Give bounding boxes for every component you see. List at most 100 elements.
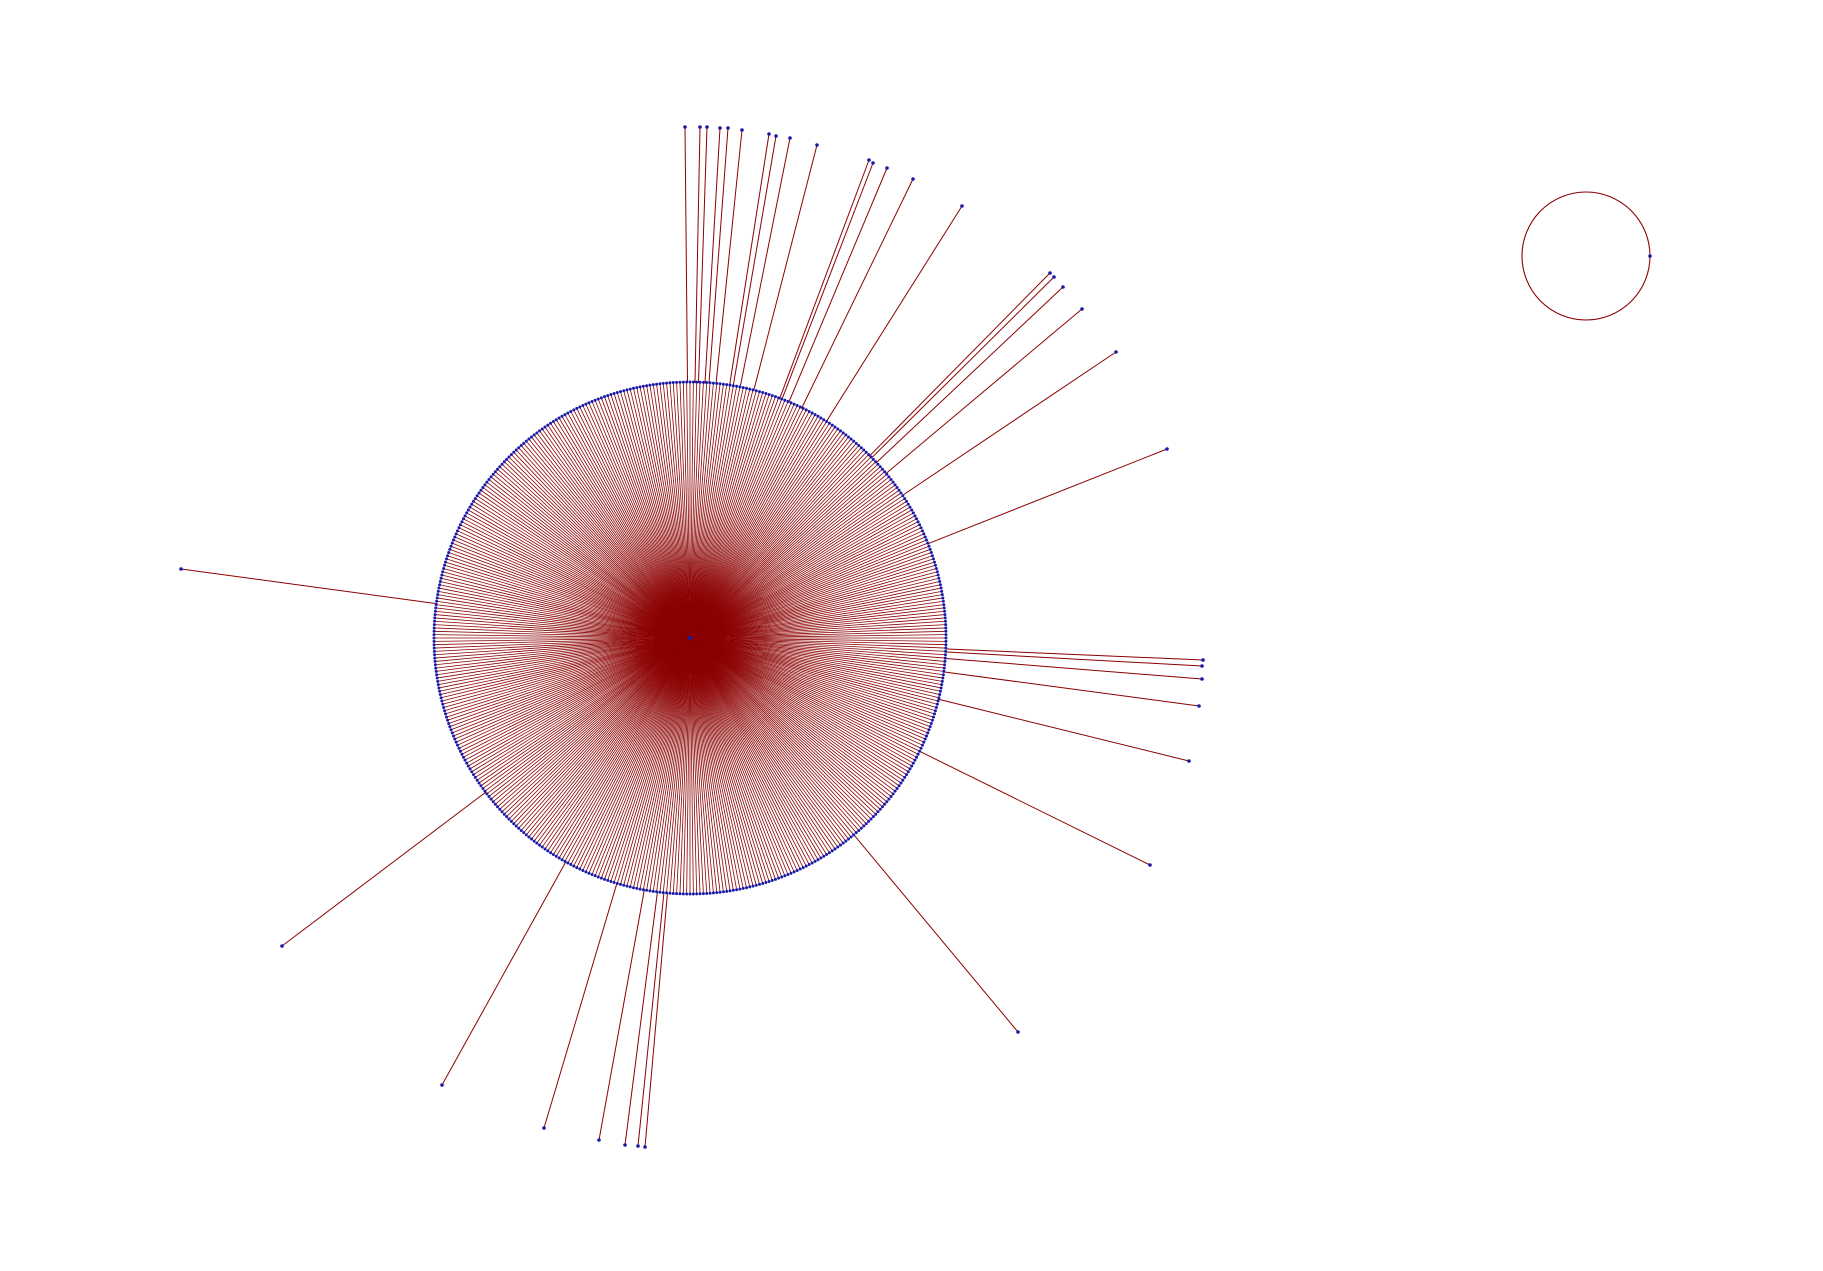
spoke-edge xyxy=(689,412,813,639)
pendant-node xyxy=(698,125,702,129)
spoke-edge xyxy=(689,637,909,773)
ring-leaf-node xyxy=(507,817,511,821)
ring-leaf-node xyxy=(465,761,469,765)
spoke-edge xyxy=(623,390,691,639)
spoke-edge xyxy=(555,637,691,857)
ring-leaf-node xyxy=(444,712,448,716)
spoke-edge xyxy=(689,637,881,810)
spoke-edge xyxy=(689,620,946,639)
spoke-edge xyxy=(639,637,691,890)
ring-leaf-node xyxy=(481,786,485,790)
spoke-edge xyxy=(689,391,760,639)
spoke-edge xyxy=(468,509,691,639)
pendant-edge xyxy=(708,127,729,384)
ring-leaf-node xyxy=(854,441,858,445)
spoke-edge xyxy=(689,396,776,639)
ring-leaf-node xyxy=(458,749,462,753)
spoke-edge xyxy=(434,637,691,649)
ring-leaf-node xyxy=(911,761,915,765)
ring-leaf-node xyxy=(671,381,675,385)
ring-leaf-node xyxy=(923,737,927,741)
spoke-edge xyxy=(689,383,718,639)
ring-leaf-node xyxy=(885,472,889,476)
ring-leaf-node xyxy=(433,619,437,623)
ring-leaf-node xyxy=(569,863,573,867)
spoke-edge xyxy=(689,624,946,639)
pendant-edge xyxy=(753,144,818,392)
ring-leaf-node xyxy=(910,508,914,512)
ring-leaf-node xyxy=(532,839,536,843)
spoke-edge xyxy=(689,630,946,639)
pendant-node xyxy=(726,126,730,130)
spoke-edge xyxy=(689,637,822,859)
spoke-edge xyxy=(689,637,946,659)
spoke-edge xyxy=(689,382,711,639)
spoke-edge xyxy=(689,637,694,894)
spoke-edge xyxy=(689,637,940,699)
ring-leaf-node xyxy=(491,800,495,804)
spoke-edge xyxy=(689,426,836,639)
spoke-edge xyxy=(478,492,691,639)
spoke-edge xyxy=(689,637,874,817)
spoke-edge xyxy=(689,634,946,639)
spoke-edge xyxy=(689,637,900,787)
ring-leaf-node xyxy=(905,773,909,777)
ring-leaf-node xyxy=(941,673,945,677)
ring-leaf-node xyxy=(440,699,444,703)
spoke-edge xyxy=(528,438,691,639)
ring-leaf-node xyxy=(830,423,834,427)
ring-leaf-node xyxy=(460,520,464,524)
ring-leaf-node xyxy=(581,868,585,872)
ring-leaf-node xyxy=(849,437,853,441)
ring-leaf-node xyxy=(943,619,947,623)
spoke-edge xyxy=(444,564,691,639)
spoke-edge xyxy=(508,456,691,639)
ring-leaf-node xyxy=(939,586,943,590)
spoke-edge xyxy=(585,637,691,873)
spoke-edge xyxy=(689,503,909,639)
pendant-node xyxy=(542,1126,546,1130)
spoke-edge xyxy=(468,637,691,767)
ring-leaf-node xyxy=(893,483,897,487)
ring-leaf-node xyxy=(908,767,912,771)
ring-leaf-node xyxy=(445,715,449,719)
ring-leaf-node xyxy=(675,380,679,384)
ring-leaf-node xyxy=(940,683,944,687)
nodes-layer xyxy=(179,125,1652,1149)
pendant-node xyxy=(911,177,915,181)
spoke-edge xyxy=(544,637,691,850)
ring-leaf-node xyxy=(905,499,909,503)
ring-leaf-node xyxy=(903,775,907,779)
ring-leaf-node xyxy=(538,429,542,433)
ring-leaf-node xyxy=(450,541,454,545)
ring-leaf-node xyxy=(819,856,823,860)
spoke-edge xyxy=(594,400,691,639)
ring-leaf-node xyxy=(738,887,742,891)
ring-leaf-node xyxy=(477,781,481,785)
ring-leaf-node xyxy=(439,696,443,700)
ring-leaf-node xyxy=(584,870,588,874)
spoke-edge xyxy=(672,382,691,639)
spoke-edge xyxy=(689,463,879,639)
ring-leaf-node xyxy=(584,402,588,406)
spoke-edge xyxy=(689,637,888,803)
spoke-edge xyxy=(689,581,940,639)
pendant-edge xyxy=(715,129,743,385)
pendant-node xyxy=(440,1083,444,1087)
spoke-edge xyxy=(601,397,691,639)
ring-leaf-node xyxy=(678,380,682,384)
ring-leaf-node xyxy=(891,480,895,484)
spoke-edge xyxy=(461,637,691,755)
ring-leaf-node xyxy=(615,881,619,885)
pendant-edge xyxy=(697,126,708,384)
spoke-edge xyxy=(536,432,691,639)
spoke-edge xyxy=(689,382,708,639)
pendant-edge xyxy=(825,205,963,423)
pendant-edge xyxy=(788,167,888,404)
ring-leaf-node xyxy=(447,551,451,555)
ring-leaf-node xyxy=(761,391,765,395)
spoke-edge xyxy=(447,555,691,639)
spoke-edge xyxy=(573,409,691,639)
ring-leaf-node xyxy=(926,731,930,735)
ring-leaf-node xyxy=(466,764,470,768)
